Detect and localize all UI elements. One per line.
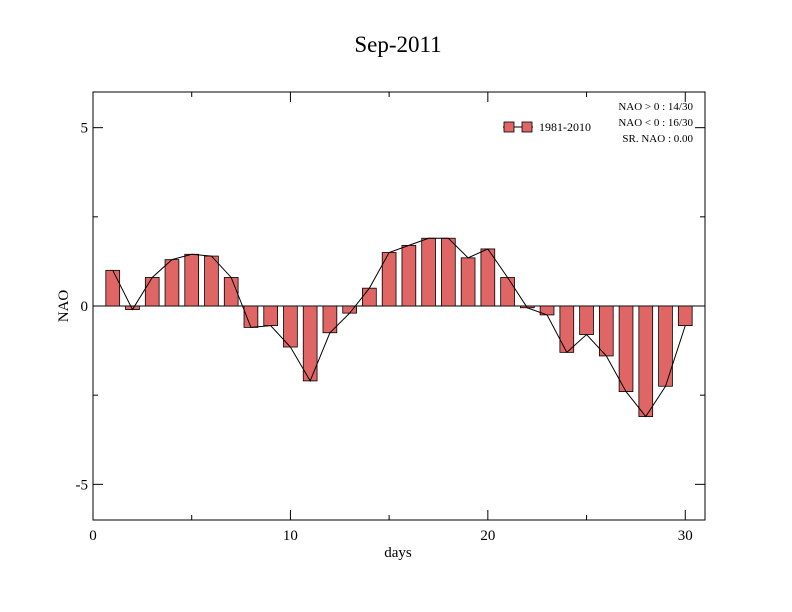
bar [598,305,614,357]
x-tick-label: 0 [89,528,97,544]
bar [223,277,239,307]
legend-swatch-left [503,121,515,133]
stat-positive: NAO > 0 : 14/30 [618,101,693,113]
bar [480,248,496,307]
chart-title: Sep-2011 [354,32,441,57]
stats-block: NAO > 0 : 14/30 NAO < 0 : 16/30 SR. NAO … [618,101,693,145]
bar [243,305,259,328]
y-tick-label: 5 [81,121,89,137]
bar [618,305,634,392]
bar [579,305,594,335]
bar [283,305,298,348]
bar [441,237,456,307]
bar [144,277,160,307]
bar [184,253,200,307]
legend: 1981-2010 [503,120,591,134]
legend-label: 1981-2010 [539,120,591,134]
x-tick-label: 10 [283,528,298,544]
x-axis-label: days [384,545,412,561]
series-line [112,237,686,418]
axis-ticks [92,92,705,520]
legend-swatch-right [521,121,533,133]
bar [164,259,180,307]
y-tick-label: 0 [81,299,89,315]
bar [105,269,121,307]
bar [322,305,338,334]
bar [559,305,575,353]
y-tick-label: -5 [76,477,89,493]
bar [500,277,515,307]
bar [460,257,476,307]
x-tick-label: 30 [678,528,693,544]
bar-series [105,237,693,417]
bar [638,305,654,417]
y-axis-label: NAO [56,290,72,323]
bar [362,287,377,307]
tick-labels: 0 10 20 30 -5 0 5 [76,121,693,544]
bar [263,305,278,327]
bar [401,244,417,307]
bar [677,305,693,327]
bar [204,255,219,307]
stat-sr: SR. NAO : 0.00 [622,133,693,145]
bar [421,237,436,307]
x-tick-label: 20 [480,528,495,544]
stat-negative: NAO < 0 : 16/30 [618,117,693,129]
bar [658,305,673,387]
